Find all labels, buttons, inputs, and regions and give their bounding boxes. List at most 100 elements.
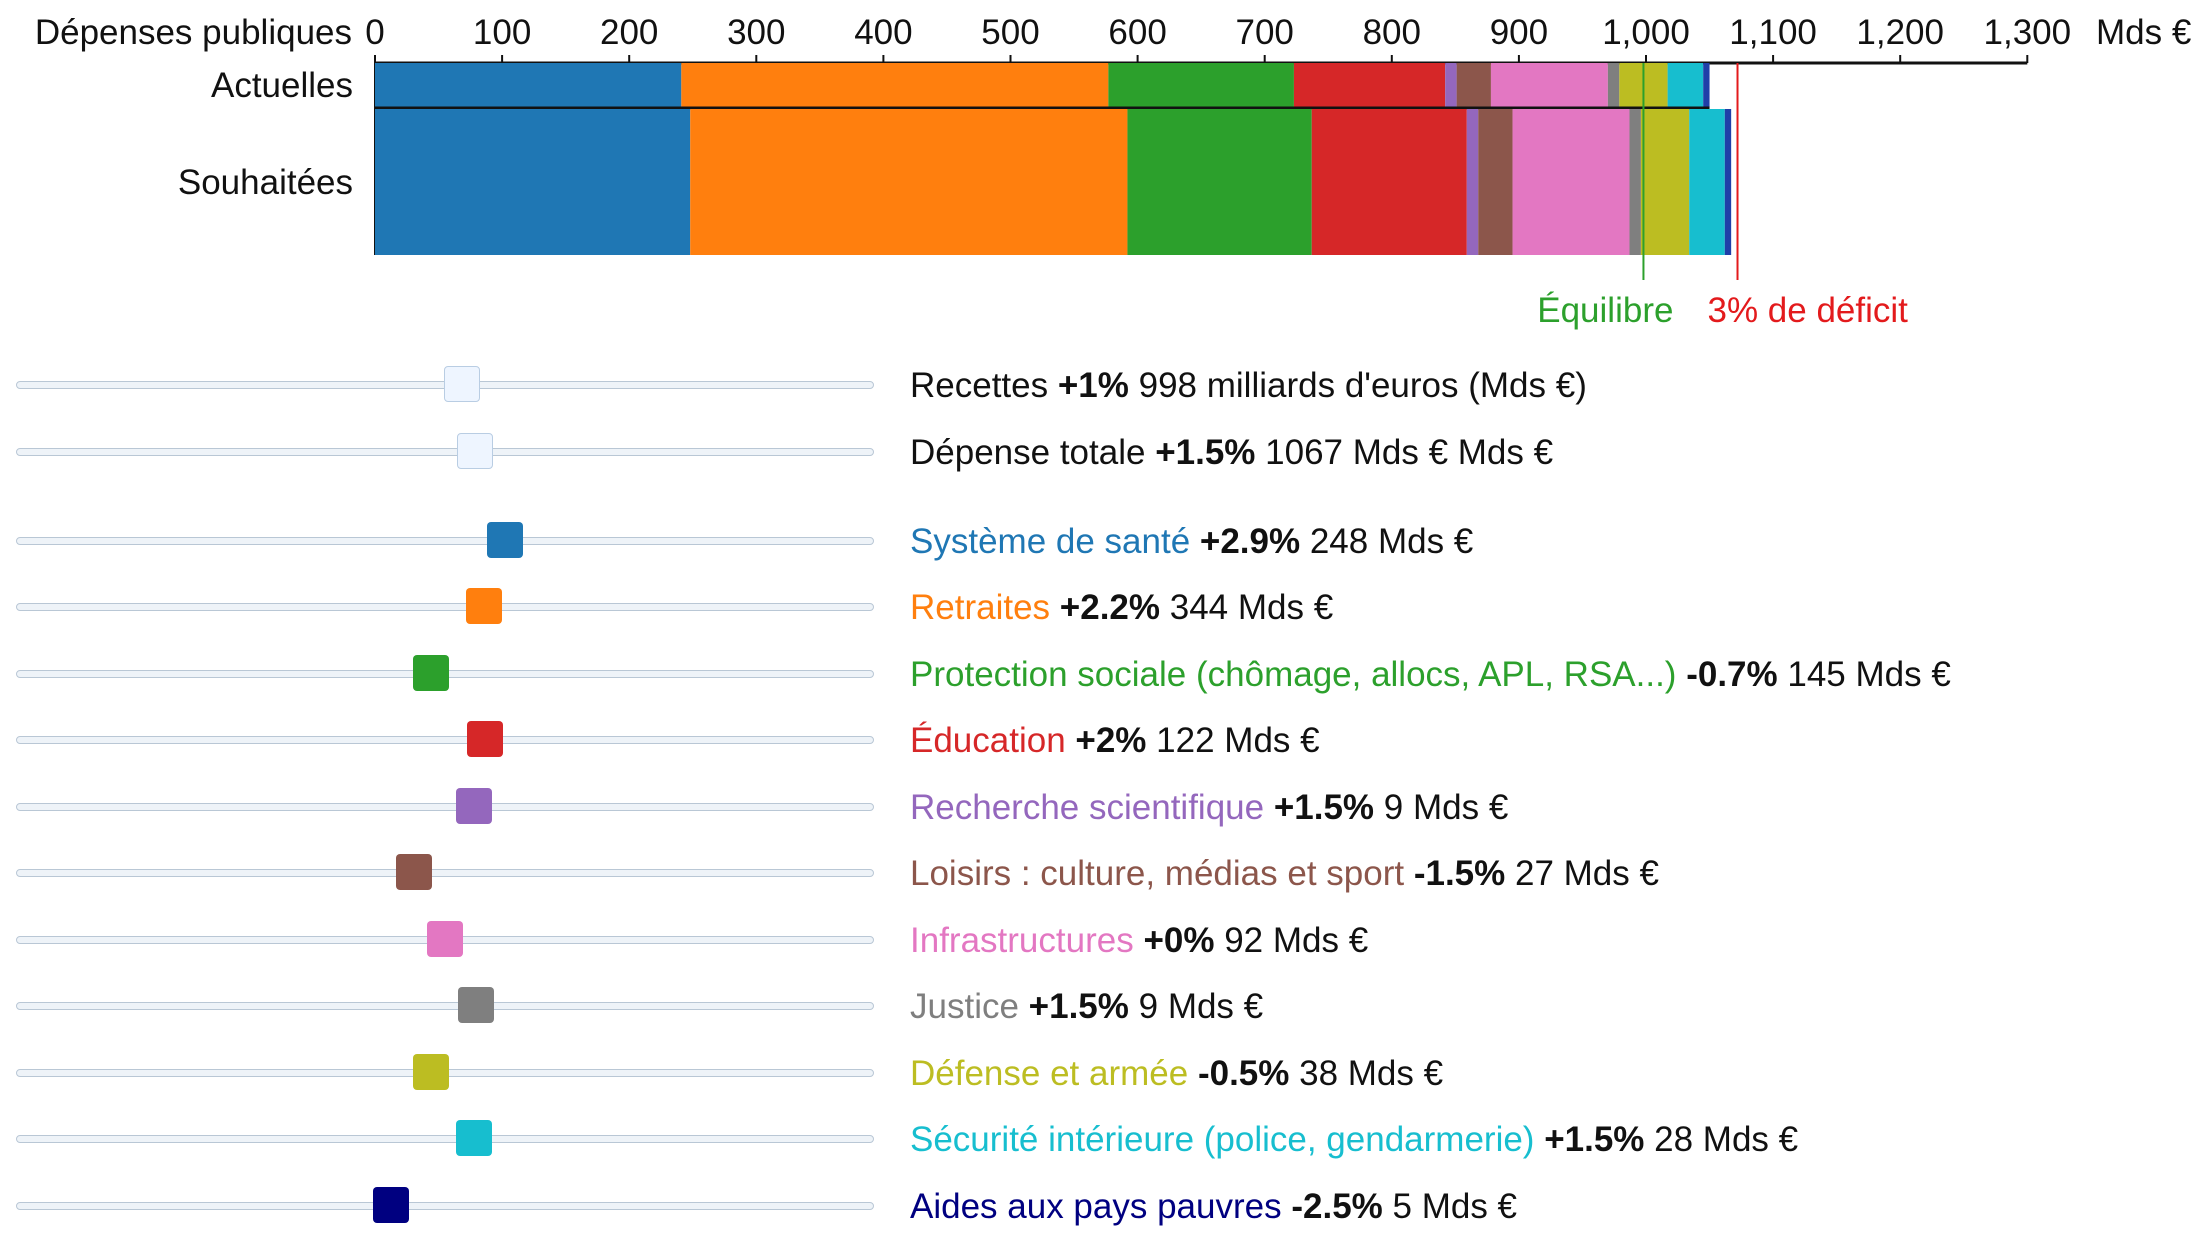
slider-percent-change: +2% — [1075, 721, 1147, 760]
slider-handle[interactable] — [413, 655, 450, 691]
slider-track[interactable] — [16, 1002, 874, 1010]
slider-row: Recherche scientifique +1.5% 9 Mds € — [0, 788, 2200, 828]
bar-segment — [690, 109, 1128, 255]
reference-lines: Équilibre 3% de déficit — [1537, 63, 1908, 330]
slider-label: Éducation +2% 122 Mds € — [910, 721, 1320, 761]
bar-segment — [375, 109, 691, 255]
slider-handle[interactable] — [444, 366, 481, 402]
x-tick-label: 900 — [1490, 13, 1548, 52]
slider-handle[interactable] — [457, 433, 494, 469]
slider-name: Recettes — [910, 366, 1049, 405]
x-tick-label: 1,100 — [1729, 13, 1817, 52]
slider-percent-change: +2.9% — [1199, 522, 1301, 561]
slider-percent-change: +0% — [1143, 921, 1215, 960]
slider-name: Dépense totale — [910, 433, 1146, 472]
slider-label: Retraites +2.2% 344 Mds € — [910, 588, 1333, 628]
bar-segments — [375, 63, 1732, 255]
slider-label: Dépense totale +1.5% 1067 Mds € Mds € — [910, 433, 1553, 473]
bar-segment — [1629, 109, 1641, 255]
slider-percent-change: +1.5% — [1155, 433, 1256, 472]
slider-row: Dépense totale +1.5% 1067 Mds € Mds € — [0, 433, 2200, 473]
slider-handle[interactable] — [413, 1054, 450, 1090]
slider-handle[interactable] — [457, 987, 494, 1023]
slider-handle[interactable] — [487, 522, 524, 558]
slider-row: Loisirs : culture, médias et sport -1.5%… — [0, 854, 2200, 894]
slider-percent-change: -0.7% — [1686, 655, 1778, 694]
slider-label: Recherche scientifique +1.5% 9 Mds € — [910, 788, 1508, 828]
slider-amount: 38 Mds € — [1299, 1054, 1444, 1093]
slider-amount: 92 Mds € — [1224, 921, 1369, 960]
x-tick-label: 700 — [1235, 13, 1293, 52]
slider-label: Loisirs : culture, médias et sport -1.5%… — [910, 854, 1659, 894]
axis-unit-label: Mds € — [2096, 13, 2191, 52]
slider-handle[interactable] — [396, 854, 433, 890]
slider-name: Justice — [910, 987, 1019, 1026]
bar-segment — [1667, 63, 1704, 107]
bar-segment — [1490, 63, 1608, 107]
bar-segment — [1293, 63, 1446, 107]
slider-handle[interactable] — [372, 1187, 409, 1223]
bar-segment — [1466, 109, 1479, 255]
slider-amount: 122 Mds € — [1156, 721, 1320, 760]
reference-line-label: 3% de déficit — [1708, 291, 1909, 330]
slider-percent-change: +1% — [1057, 366, 1129, 405]
bar-segment — [1127, 109, 1312, 255]
slider-row: Aides aux pays pauvres -2.5% 5 Mds € — [0, 1187, 2200, 1227]
slider-amount: 145 Mds € — [1787, 655, 1951, 694]
category-labels: Actuelles Souhaitées — [178, 66, 353, 202]
category-label: Souhaitées — [178, 163, 353, 202]
spending-stacked-bar-chart: Dépenses publiques Mds € 0 100 200 300 400 50… — [35, 13, 2191, 330]
bar-segment — [1478, 109, 1513, 255]
slider-row: Protection sociale (chômage, allocs, APL… — [0, 655, 2200, 695]
slider-handle[interactable] — [427, 921, 463, 957]
slider-label: Recettes +1% 998 milliards d'euros (Mds … — [910, 366, 1587, 406]
slider-name: Système de santé — [910, 522, 1191, 561]
bar-segment — [1703, 63, 1710, 107]
x-tick-label: 0 — [365, 13, 384, 52]
slider-amount: 27 Mds € — [1515, 854, 1659, 893]
slider-label: Justice +1.5% 9 Mds € — [910, 987, 1263, 1027]
slider-handle[interactable] — [467, 721, 504, 757]
slider-label: Protection sociale (chômage, allocs, APL… — [910, 655, 1951, 695]
slider-track[interactable] — [16, 803, 874, 811]
slider-track[interactable] — [16, 736, 874, 744]
slider-name: Aides aux pays pauvres — [910, 1187, 1282, 1226]
slider-track[interactable] — [16, 537, 874, 545]
x-tick-label: 1,300 — [1984, 13, 2072, 52]
slider-row: Sécurité intérieure (police, gendarmerie… — [0, 1120, 2200, 1160]
slider-amount: 5 Mds € — [1392, 1187, 1518, 1226]
chart-title: Dépenses publiques — [35, 13, 352, 52]
x-tick-label: 1,200 — [1856, 13, 1944, 52]
bar-segment — [1689, 109, 1725, 255]
bar-segment — [1108, 63, 1294, 107]
slider-percent-change: +1.5% — [1544, 1120, 1645, 1159]
bar-segment — [375, 63, 682, 107]
slider-amount: 9 Mds € — [1138, 987, 1264, 1026]
slider-amount: 248 Mds € — [1309, 522, 1474, 561]
slider-percent-change: +2.2% — [1059, 588, 1161, 627]
slider-name: Protection sociale (chômage, allocs, APL… — [910, 655, 1677, 694]
slider-row: Justice +1.5% 9 Mds € — [0, 987, 2200, 1027]
slider-track[interactable] — [16, 1135, 874, 1143]
slider-amount: 998 milliards d'euros (Mds €) — [1138, 366, 1587, 405]
slider-handle[interactable] — [465, 588, 502, 624]
slider-track[interactable] — [16, 603, 874, 611]
bar-segment — [1311, 109, 1467, 255]
slider-handle[interactable] — [456, 1120, 493, 1156]
slider-handle[interactable] — [456, 788, 493, 824]
slider-name: Défense et armée — [910, 1054, 1189, 1093]
bar-segment — [1456, 63, 1491, 107]
slider-amount: 28 Mds € — [1654, 1120, 1799, 1159]
slider-track[interactable] — [16, 869, 874, 877]
slider-name: Sécurité intérieure (police, gendarmerie… — [910, 1120, 1535, 1159]
slider-name: Loisirs : culture, médias et sport — [910, 854, 1405, 893]
slider-track[interactable] — [16, 1202, 874, 1210]
reference-line-label: Équilibre — [1537, 291, 1673, 330]
slider-name: Infrastructures — [910, 921, 1134, 960]
x-tick-label: 800 — [1363, 13, 1421, 52]
slider-percent-change: -2.5% — [1291, 1187, 1383, 1226]
slider-track[interactable] — [16, 448, 874, 456]
x-tick-label: 1,000 — [1602, 13, 1690, 52]
slider-row: Infrastructures +0% 92 Mds € — [0, 921, 2200, 961]
slider-percent-change: -1.5% — [1413, 854, 1506, 893]
